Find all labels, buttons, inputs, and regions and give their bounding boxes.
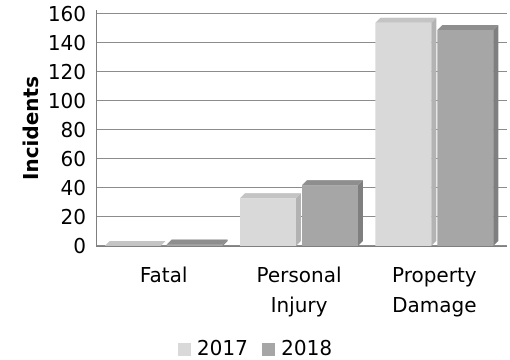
bars — [104, 17, 499, 247]
x-category-label: Property — [392, 263, 477, 287]
axes — [96, 10, 507, 247]
legend-item-2018: 2018 — [262, 336, 332, 360]
y-tick-label: 160 — [48, 2, 86, 26]
y-tick-label: 60 — [61, 147, 86, 171]
legend: 2017 2018 — [0, 334, 510, 360]
y-axis-label: Incidents — [19, 76, 43, 180]
legend-item-2017: 2017 — [177, 335, 248, 360]
x-category-label: Fatal — [140, 263, 188, 287]
y-tick-label: 140 — [48, 31, 86, 55]
legend-swatch-2017 — [177, 342, 191, 356]
gridlines — [97, 13, 507, 246]
legend-label-2018: 2018 — [281, 335, 333, 360]
bar-2017-personal-injury — [240, 193, 301, 246]
y-tick-label: 20 — [61, 205, 86, 229]
category-labels: Fatal Personal Injury Property Damage — [140, 263, 477, 317]
bar-chart: 0 20 40 60 80 100 120 140 160 Fatal Personal Injur… — [19, 2, 507, 317]
bar-2018-personal-injury — [302, 180, 363, 246]
y-tick-label: 100 — [48, 89, 86, 113]
x-category-label: Damage — [392, 293, 476, 317]
y-tick-label: 120 — [48, 60, 86, 84]
bar-2017-fatal — [104, 241, 166, 246]
x-category-label: Personal — [256, 263, 341, 287]
y-tick-label: 0 — [73, 234, 86, 258]
bar-2018-fatal — [166, 239, 228, 246]
bar-2018-property-damage — [437, 24, 499, 247]
legend-label-2017: 2017 — [196, 335, 248, 360]
y-tick-label: 40 — [61, 176, 86, 200]
legend-swatch-2018 — [262, 342, 276, 356]
y-tick-labels: 0 20 40 60 80 100 120 140 160 — [48, 2, 86, 258]
y-tick-label: 80 — [61, 118, 86, 142]
bar-2017-property-damage — [375, 17, 437, 247]
x-category-label: Injury — [271, 293, 328, 317]
